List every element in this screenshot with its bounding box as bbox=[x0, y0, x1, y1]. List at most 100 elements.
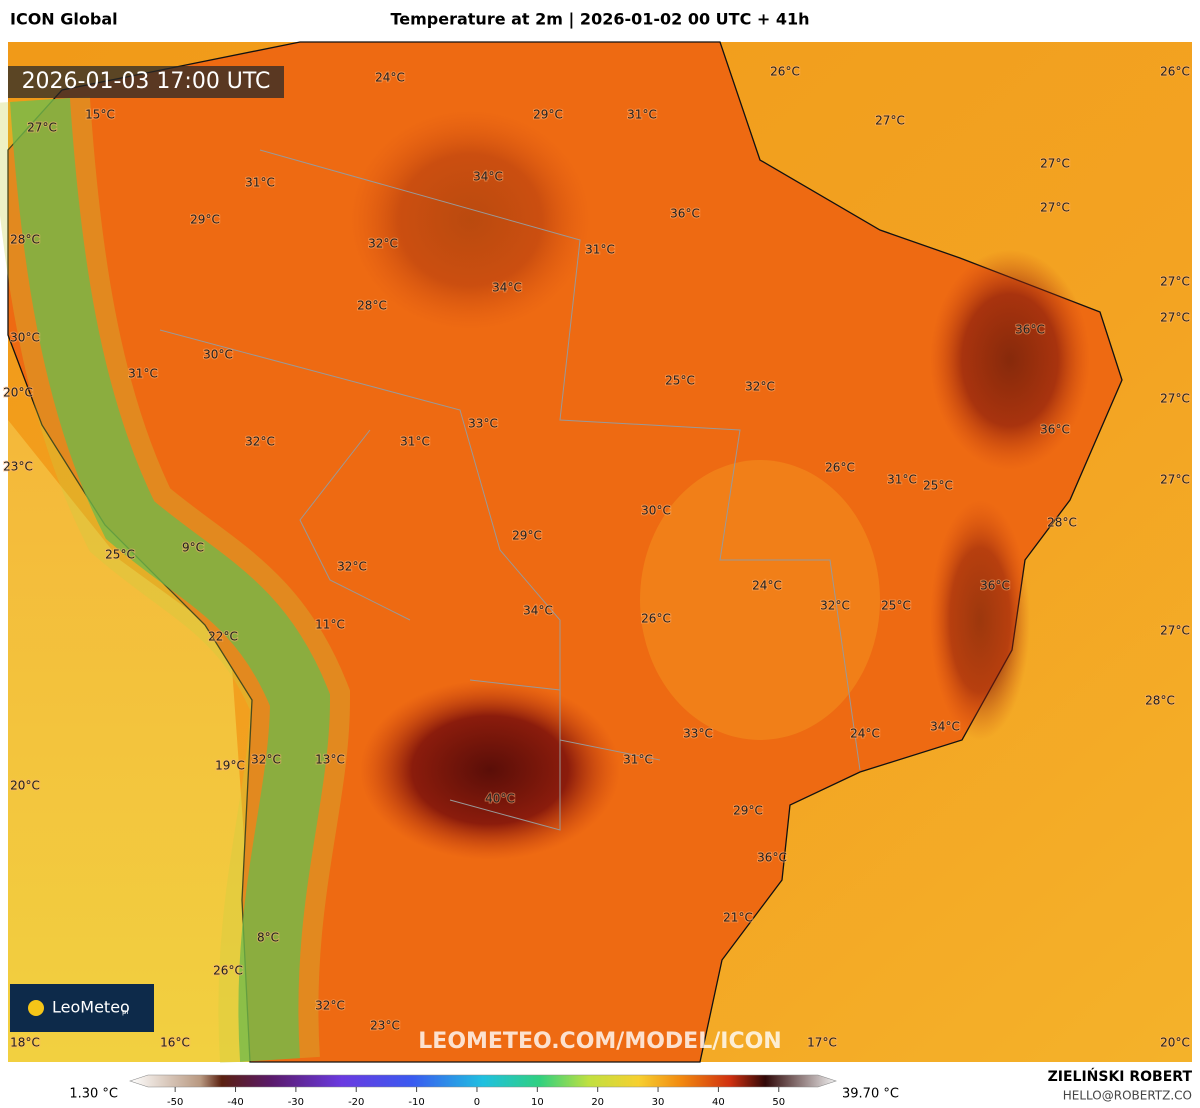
temp-label: 31°C bbox=[585, 243, 615, 257]
temp-label: 16°C bbox=[160, 1036, 190, 1050]
temp-label: 29°C bbox=[733, 804, 763, 818]
andes-foothills bbox=[0, 96, 351, 1064]
author: ZIELIŃSKI ROBERT bbox=[1048, 1067, 1193, 1085]
temp-label: 11°C bbox=[315, 618, 345, 632]
temp-label: 19°C bbox=[215, 759, 245, 773]
temp-label: 36°C bbox=[980, 579, 1010, 593]
temp-label: 40°C bbox=[485, 792, 515, 806]
temp-label: 36°C bbox=[1015, 323, 1045, 337]
email: HELLO@ROBERTZ.CO bbox=[1063, 1089, 1192, 1103]
temp-label: 26°C bbox=[825, 461, 855, 475]
logo-sun bbox=[28, 1000, 44, 1016]
heat-north bbox=[350, 110, 590, 330]
temp-label: 28°C bbox=[1145, 694, 1175, 708]
colorbar-tick-label: -30 bbox=[288, 1097, 304, 1108]
heat-core bbox=[360, 680, 620, 860]
temp-label: 27°C bbox=[1040, 157, 1070, 171]
temp-label: 13°C bbox=[315, 753, 345, 767]
cool-plateau bbox=[640, 460, 880, 740]
colorbar-ticks: -50 -40 -30 -20 -10 0 10 20 30 40 50 bbox=[167, 1087, 785, 1108]
temp-label: 27°C bbox=[875, 114, 905, 128]
temp-label: 32°C bbox=[315, 999, 345, 1013]
temp-label: 34°C bbox=[523, 604, 553, 618]
temp-label: 28°C bbox=[1047, 516, 1077, 530]
temp-label: 23°C bbox=[3, 460, 33, 474]
temp-label: 33°C bbox=[468, 417, 498, 431]
temp-label: 27°C bbox=[1160, 311, 1190, 325]
temp-label: 36°C bbox=[670, 207, 700, 221]
colorbar-tick-label: -40 bbox=[227, 1097, 243, 1108]
temp-label: 25°C bbox=[881, 599, 911, 613]
watermark: LEOMETEO.COM/MODEL/ICON bbox=[418, 1029, 781, 1054]
colorbar bbox=[129, 1074, 837, 1088]
temp-label: 21°C bbox=[723, 911, 753, 925]
temp-label: 26°C bbox=[1160, 65, 1190, 79]
temp-label: 36°C bbox=[757, 851, 787, 865]
temp-label: 31°C bbox=[128, 367, 158, 381]
colorbar-tick-label: 50 bbox=[772, 1097, 785, 1108]
temp-label: 34°C bbox=[492, 281, 522, 295]
temp-label: 17°C bbox=[807, 1036, 837, 1050]
temp-label: 20°C bbox=[10, 779, 40, 793]
temp-label: 27°C bbox=[1160, 392, 1190, 406]
colorbar-tick-label: 20 bbox=[591, 1097, 604, 1108]
temp-label: 29°C bbox=[533, 108, 563, 122]
temp-label: 25°C bbox=[105, 548, 135, 562]
temp-label: 28°C bbox=[10, 233, 40, 247]
temp-label: 36°C bbox=[1040, 423, 1070, 437]
temp-label: 27°C bbox=[1040, 201, 1070, 215]
temp-label: 32°C bbox=[251, 753, 281, 767]
model-name: ICON Global bbox=[10, 10, 118, 29]
temp-label: 26°C bbox=[641, 612, 671, 626]
logo-suffix: pl bbox=[122, 1008, 128, 1016]
borders bbox=[159, 149, 861, 831]
colorbar-tick-label: -10 bbox=[408, 1097, 424, 1108]
colorbar-tick-label: 10 bbox=[531, 1097, 544, 1108]
temp-label: 23°C bbox=[370, 1019, 400, 1033]
colorbar-tick-label: -50 bbox=[167, 1097, 183, 1108]
temp-label: 32°C bbox=[820, 599, 850, 613]
temp-label: 32°C bbox=[745, 380, 775, 394]
temp-label: 31°C bbox=[400, 435, 430, 449]
logo-text: LeoMeteo bbox=[52, 998, 130, 1017]
colorbar-tick-label: 0 bbox=[474, 1097, 480, 1108]
temp-label: 30°C bbox=[10, 331, 40, 345]
temp-label: 27°C bbox=[1160, 275, 1190, 289]
colorbar-min: 1.30 °C bbox=[69, 1087, 118, 1102]
andes bbox=[10, 98, 331, 1062]
temp-label: 32°C bbox=[337, 560, 367, 574]
temp-label: 33°C bbox=[683, 727, 713, 741]
temp-label: 8°C bbox=[257, 931, 279, 945]
temp-label: 30°C bbox=[641, 504, 671, 518]
temp-label: 27°C bbox=[27, 121, 57, 135]
temp-label: 31°C bbox=[245, 176, 275, 190]
colorbar-max: 39.70 °C bbox=[842, 1087, 899, 1102]
colorbar-tick-label: -20 bbox=[348, 1097, 364, 1108]
temp-label: 27°C bbox=[1160, 624, 1190, 638]
temp-label: 20°C bbox=[1160, 1036, 1190, 1050]
temp-label: 15°C bbox=[85, 108, 115, 122]
heat-east bbox=[930, 500, 1030, 740]
temp-label: 24°C bbox=[850, 727, 880, 741]
time-box bbox=[8, 66, 284, 98]
temp-label: 25°C bbox=[923, 479, 953, 493]
colorbar-tick-label: 30 bbox=[652, 1097, 665, 1108]
map-title: Temperature at 2m | 2026-01-02 00 UTC + … bbox=[390, 10, 809, 30]
temp-label: 31°C bbox=[887, 473, 917, 487]
temp-label: 31°C bbox=[623, 753, 653, 767]
temp-label: 29°C bbox=[190, 213, 220, 227]
colorbar-tick-label: 40 bbox=[712, 1097, 725, 1108]
temp-label: 9°C bbox=[182, 541, 204, 555]
temp-label: 31°C bbox=[627, 108, 657, 122]
map: 24°C 26°C 26°C 15°C 27°C 29°C 31°C 27°C 27°C 34°C… bbox=[0, 41, 1192, 1064]
temp-label: 28°C bbox=[357, 299, 387, 313]
temp-label: 34°C bbox=[473, 170, 503, 184]
temp-label: 18°C bbox=[10, 1036, 40, 1050]
temp-label: 26°C bbox=[213, 964, 243, 978]
temp-label: 29°C bbox=[512, 529, 542, 543]
temp-label: 32°C bbox=[368, 237, 398, 251]
temperature-labels: 24°C 26°C 26°C 15°C 27°C 29°C 31°C 27°C 27°C 34°C… bbox=[2, 64, 1191, 1051]
temp-label: 22°C bbox=[208, 630, 238, 644]
